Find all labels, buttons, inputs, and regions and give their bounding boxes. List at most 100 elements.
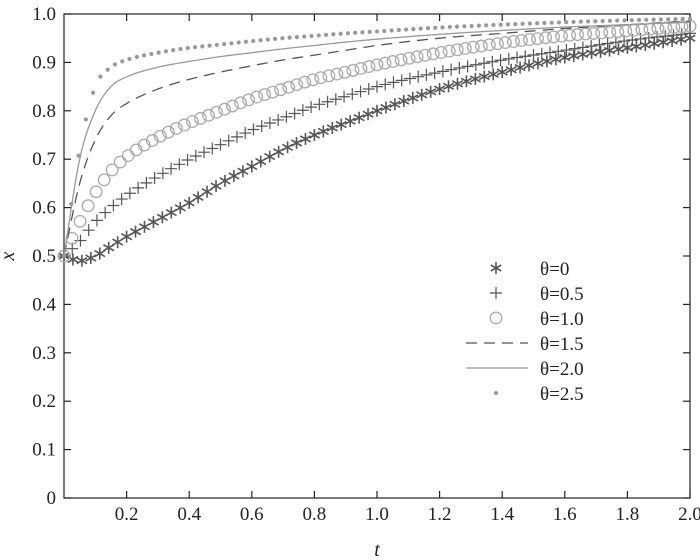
series-point-5: [447, 24, 452, 30]
series-point-2: [153, 129, 167, 143]
series-point-2: [442, 44, 456, 58]
series-point-2: [218, 102, 231, 116]
series-point-5: [556, 20, 562, 25]
series-point-0: [264, 152, 276, 161]
series-point-1: [165, 162, 178, 175]
series-point-5: [178, 46, 183, 52]
series-point-2: [418, 48, 432, 62]
x-tick-label: 1.8: [616, 504, 640, 525]
series-point-1: [527, 48, 540, 61]
series-point-0: [594, 48, 607, 56]
series-point-0: [121, 232, 133, 241]
series-point-5: [476, 23, 482, 28]
y-tick-label: 0.1: [32, 440, 56, 461]
series-point-2: [81, 199, 95, 213]
series-point-5: [418, 26, 423, 31]
series-point-2: [458, 42, 472, 55]
series-point-1: [99, 206, 112, 219]
series-point-1: [543, 46, 556, 59]
series-point-0: [344, 117, 356, 125]
x-tick-label: 0.6: [240, 504, 264, 525]
series-point-5: [454, 24, 460, 29]
series-point-0: [290, 139, 303, 147]
series-point-0: [505, 66, 517, 74]
series-point-5: [309, 33, 314, 39]
series-point-5: [61, 253, 67, 259]
series-point-1: [552, 45, 565, 58]
series-point-5: [171, 48, 176, 53]
series-point-5: [622, 18, 627, 23]
series-point-2: [193, 111, 207, 125]
series-point-5: [302, 34, 307, 39]
series-point-0: [335, 120, 347, 129]
series-point-5: [462, 24, 467, 29]
series-point-0: [317, 127, 329, 136]
series-point-2: [169, 121, 183, 135]
series-point-0: [586, 49, 598, 57]
series-1: [58, 27, 696, 262]
series-point-2: [137, 138, 151, 152]
series-point-0: [94, 249, 106, 258]
y-tick-label: 0.8: [32, 101, 56, 122]
series-point-2: [250, 90, 264, 104]
series-point-5: [112, 62, 118, 67]
series-point-5: [91, 90, 96, 95]
series-point-5: [98, 74, 103, 79]
series-point-2: [73, 214, 87, 228]
series-point-1: [469, 58, 482, 71]
series-point-5: [127, 56, 132, 62]
series-point-5: [411, 27, 416, 32]
series-point-5: [272, 36, 278, 41]
series-point-5: [105, 67, 110, 72]
y-axis-label: x: [0, 251, 19, 261]
x-tick-label: 0.8: [303, 504, 327, 525]
series-point-1: [346, 88, 359, 101]
y-tick-label: 0.7: [32, 149, 56, 170]
series-point-5: [440, 25, 445, 30]
series-point-5: [360, 30, 365, 35]
x-axis-label: t: [374, 539, 380, 560]
series-point-1: [123, 187, 136, 200]
plot-axes: 0.2 0.4 0.6 0.8 1.0 1.2 1.4 1.6 1.8 2.0 0 0.1 0.2 0.3…: [32, 4, 700, 525]
series-point-1: [280, 110, 293, 123]
series-point-1: [478, 57, 491, 70]
x-tick-label: 0.2: [115, 504, 139, 525]
series-point-5: [163, 49, 169, 54]
series-point-1: [428, 67, 441, 80]
series-point-1: [362, 82, 375, 95]
series-point-1: [115, 193, 128, 206]
series-point-2: [490, 37, 504, 51]
series-point-2: [506, 35, 520, 49]
series-point-1: [387, 76, 400, 89]
series-point-2: [539, 31, 552, 45]
legend-label-4: θ=2.0: [540, 359, 584, 380]
series-point-5: [251, 38, 256, 44]
series-point-5: [345, 31, 350, 36]
series-point-0: [416, 91, 428, 99]
legend-marker-2: [489, 311, 503, 325]
series-point-0: [112, 238, 124, 246]
series-point-1: [511, 51, 524, 64]
legend-label-2: θ=1.0: [540, 309, 584, 330]
series-point-0: [398, 97, 410, 105]
series-point-0: [675, 35, 687, 44]
series-point-1: [436, 65, 449, 78]
series-point-5: [214, 42, 219, 47]
series-point-0: [183, 199, 195, 207]
series-point-2: [482, 38, 496, 52]
series-point-5: [505, 22, 511, 27]
series-point-0: [85, 254, 97, 262]
series-point-1: [354, 85, 367, 98]
series-point-0: [639, 41, 651, 49]
series-point-2: [466, 40, 480, 54]
series-point-2: [386, 55, 400, 68]
series-point-1: [305, 101, 318, 114]
series-point-1: [593, 38, 606, 51]
legend-marker-5: [493, 390, 499, 396]
series-point-5: [680, 16, 685, 22]
series-point-1: [675, 28, 688, 41]
series-point-5: [265, 37, 270, 42]
series-point-2: [346, 63, 360, 77]
series-point-5: [141, 53, 147, 58]
